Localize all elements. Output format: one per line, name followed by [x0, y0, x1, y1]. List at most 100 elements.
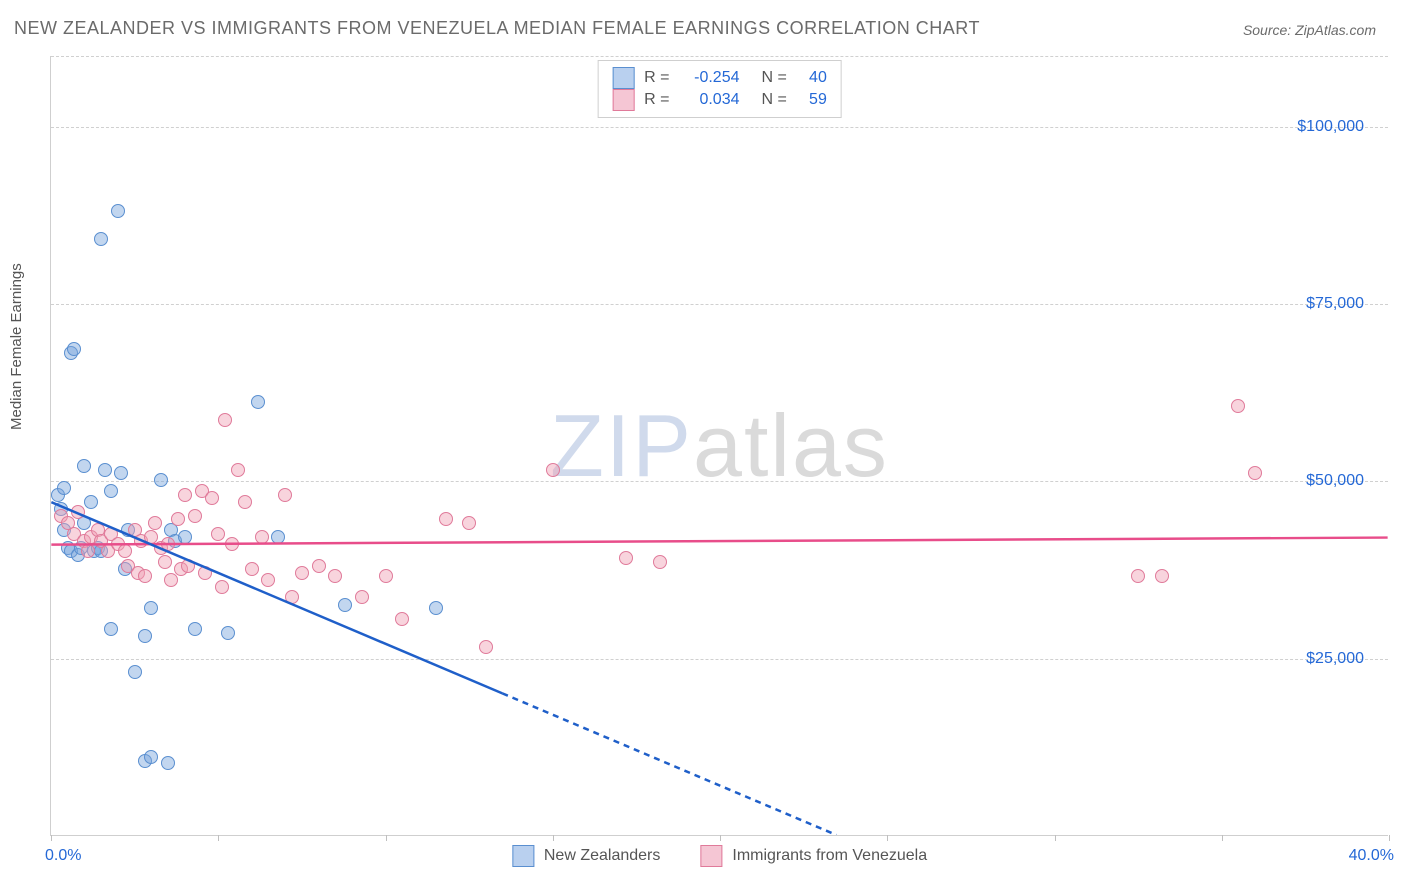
scatter-point: [255, 530, 269, 544]
scatter-point: [178, 488, 192, 502]
scatter-point: [104, 622, 118, 636]
x-tick: [720, 835, 721, 841]
scatter-point: [111, 204, 125, 218]
scatter-point: [261, 573, 275, 587]
n-value-2: 59: [797, 91, 827, 109]
plot-area: ZIPatlas $25,000$50,000$75,000$100,000 R…: [50, 56, 1388, 836]
scatter-point: [128, 665, 142, 679]
n-label: N =: [762, 69, 787, 87]
legend-item-2: Immigrants from Venezuela: [700, 845, 927, 867]
scatter-point: [231, 463, 245, 477]
scatter-point: [462, 516, 476, 530]
scatter-point: [271, 530, 285, 544]
scatter-point: [57, 481, 71, 495]
scatter-point: [221, 626, 235, 640]
x-tick: [386, 835, 387, 841]
scatter-point: [1231, 399, 1245, 413]
y-axis-label: Median Female Earnings: [8, 263, 25, 430]
chart-title: NEW ZEALANDER VS IMMIGRANTS FROM VENEZUE…: [14, 18, 980, 39]
x-tick: [553, 835, 554, 841]
x-tick: [1055, 835, 1056, 841]
x-tick: [218, 835, 219, 841]
scatter-point: [77, 459, 91, 473]
series-1-name: New Zealanders: [544, 847, 661, 865]
swatch-series-1: [612, 67, 634, 89]
scatter-point: [98, 463, 112, 477]
scatter-point: [94, 232, 108, 246]
scatter-point: [251, 395, 265, 409]
scatter-point: [118, 544, 132, 558]
x-tick: [887, 835, 888, 841]
scatter-point: [218, 413, 232, 427]
scatter-point: [144, 601, 158, 615]
scatter-point: [171, 512, 185, 526]
scatter-point: [205, 491, 219, 505]
scatter-point: [81, 544, 95, 558]
scatter-point: [211, 527, 225, 541]
scatter-point: [312, 559, 326, 573]
scatter-point: [1155, 569, 1169, 583]
scatter-point: [238, 495, 252, 509]
scatter-point: [144, 750, 158, 764]
scatter-point: [225, 537, 239, 551]
scatter-point: [148, 516, 162, 530]
scatter-point: [215, 580, 229, 594]
n-label: N =: [762, 91, 787, 109]
scatter-point: [653, 555, 667, 569]
scatter-point: [188, 509, 202, 523]
x-tick-max: 40.0%: [1349, 847, 1394, 865]
r-value-1: -0.254: [680, 69, 740, 87]
x-tick: [1222, 835, 1223, 841]
x-tick: [51, 835, 52, 841]
scatter-point: [198, 566, 212, 580]
scatter-point: [181, 559, 195, 573]
scatter-point: [67, 342, 81, 356]
scatter-point: [546, 463, 560, 477]
scatter-point: [295, 566, 309, 580]
scatter-point: [429, 601, 443, 615]
source-value: ZipAtlas.com: [1295, 22, 1376, 38]
scatter-point: [395, 612, 409, 626]
scatter-point: [138, 569, 152, 583]
r-label: R =: [644, 91, 669, 109]
scatter-point: [164, 573, 178, 587]
scatter-point: [1248, 466, 1262, 480]
n-value-1: 40: [797, 69, 827, 87]
scatter-point: [379, 569, 393, 583]
scatter-point: [114, 466, 128, 480]
swatch-series-1-bottom: [512, 845, 534, 867]
correlation-row-2: R = 0.034 N = 59: [612, 89, 827, 111]
r-label: R =: [644, 69, 669, 87]
source-label: Source:: [1243, 22, 1291, 38]
swatch-series-2-bottom: [700, 845, 722, 867]
scatter-point: [161, 537, 175, 551]
scatter-point: [161, 756, 175, 770]
series-2-name: Immigrants from Venezuela: [732, 847, 927, 865]
scatter-point: [154, 473, 168, 487]
scatter-point: [178, 530, 192, 544]
scatter-point: [188, 622, 202, 636]
scatter-point: [71, 505, 85, 519]
correlation-legend: R = -0.254 N = 40 R = 0.034 N = 59: [597, 60, 842, 118]
scatter-point: [84, 495, 98, 509]
scatter-point: [138, 629, 152, 643]
scatter-point: [355, 590, 369, 604]
scatter-point: [338, 598, 352, 612]
scatter-point: [285, 590, 299, 604]
scatter-point: [619, 551, 633, 565]
scatter-point: [278, 488, 292, 502]
r-value-2: 0.034: [680, 91, 740, 109]
swatch-series-2: [612, 89, 634, 111]
correlation-row-1: R = -0.254 N = 40: [612, 67, 827, 89]
scatter-point: [245, 562, 259, 576]
scatter-point: [328, 569, 342, 583]
scatter-point: [439, 512, 453, 526]
x-tick-min: 0.0%: [45, 847, 81, 865]
scatter-point: [479, 640, 493, 654]
scatter-point: [158, 555, 172, 569]
scatter-points: [51, 56, 1388, 835]
series-legend: New Zealanders Immigrants from Venezuela: [512, 845, 927, 867]
scatter-point: [1131, 569, 1145, 583]
scatter-point: [104, 484, 118, 498]
x-tick: [1389, 835, 1390, 841]
